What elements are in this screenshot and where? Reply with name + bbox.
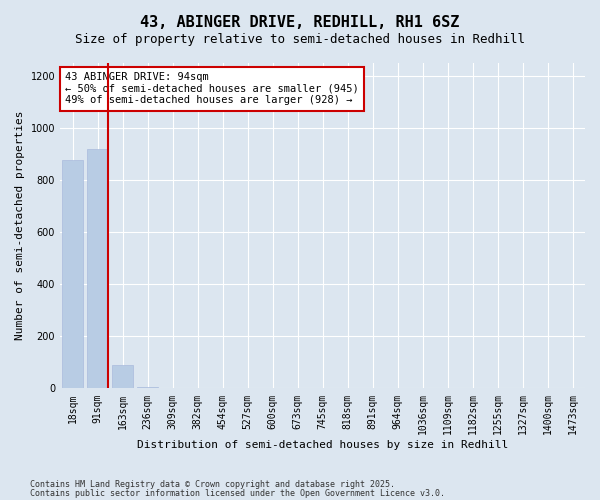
- Y-axis label: Number of semi-detached properties: Number of semi-detached properties: [15, 110, 25, 340]
- Text: 43, ABINGER DRIVE, REDHILL, RH1 6SZ: 43, ABINGER DRIVE, REDHILL, RH1 6SZ: [140, 15, 460, 30]
- Text: Contains HM Land Registry data © Crown copyright and database right 2025.: Contains HM Land Registry data © Crown c…: [30, 480, 395, 489]
- Bar: [137, 387, 158, 388]
- Bar: [62, 160, 83, 388]
- Text: Size of property relative to semi-detached houses in Redhill: Size of property relative to semi-detach…: [75, 32, 525, 46]
- Bar: [87, 148, 108, 388]
- Text: Contains public sector information licensed under the Open Government Licence v3: Contains public sector information licen…: [30, 488, 445, 498]
- X-axis label: Distribution of semi-detached houses by size in Redhill: Distribution of semi-detached houses by …: [137, 440, 508, 450]
- Text: 43 ABINGER DRIVE: 94sqm
← 50% of semi-detached houses are smaller (945)
49% of s: 43 ABINGER DRIVE: 94sqm ← 50% of semi-de…: [65, 72, 359, 106]
- Bar: [112, 365, 133, 388]
